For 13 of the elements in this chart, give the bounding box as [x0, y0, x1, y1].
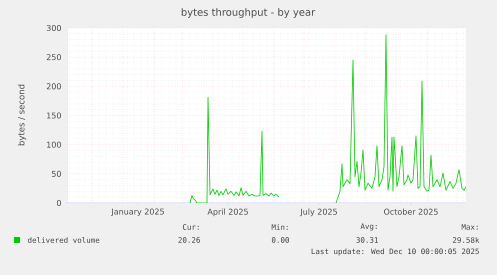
chart-title: bytes throughput - by year	[182, 8, 316, 18]
y-tick-label: 100	[47, 142, 61, 148]
x-tick-label: October 2025	[384, 208, 438, 215]
x-tick-label: April 2025	[207, 208, 248, 216]
x-tick-label: July 2025	[300, 208, 337, 216]
y-tick-label: 200	[46, 83, 61, 90]
y-tick-label: 0	[56, 200, 61, 206]
x-tick-label: January 2025	[110, 208, 164, 216]
y-tick-label: 250	[46, 54, 61, 60]
y-tick-label: 150	[47, 112, 61, 119]
y-tick-label: 300	[46, 24, 61, 32]
y-axis-title: bytes / second	[18, 84, 26, 146]
y-tick-label: 50	[52, 170, 61, 177]
